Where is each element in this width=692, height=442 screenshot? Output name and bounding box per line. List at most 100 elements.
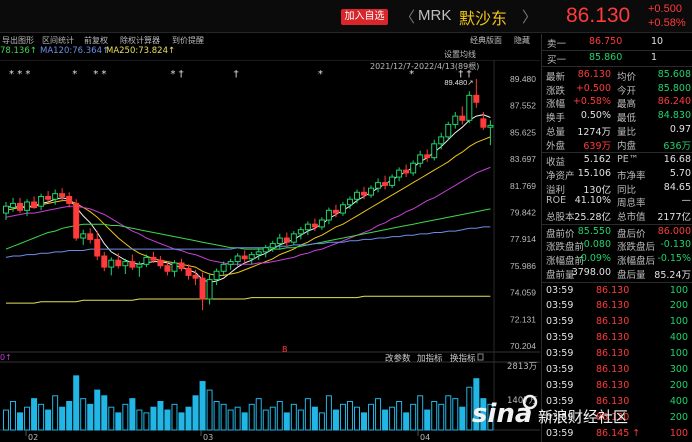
field-label: 涨跌盘前	[546, 242, 585, 254]
price-change-percent: +0.58%	[648, 17, 686, 29]
volume-bar	[45, 409, 52, 431]
quote-row: 最新 86.130 均价 85.608	[542, 69, 692, 83]
field-label: 涨跌	[546, 85, 566, 97]
candle-body	[17, 202, 24, 211]
export-chart-button[interactable]: 导出图形	[2, 36, 34, 45]
volume-axis: 2813万 1407万	[507, 362, 537, 406]
volume-bar	[290, 403, 297, 431]
quote-panel: 卖一 86.750 10 买一 85.860 1 最新 86.130 均价 85.60…	[541, 34, 692, 442]
indicator-button[interactable]: 改参数	[385, 353, 411, 364]
field-label: 市净率	[617, 170, 646, 182]
volume-bar	[164, 409, 171, 431]
volume-bar	[297, 409, 304, 431]
candle-body	[213, 270, 220, 281]
tick-price: 86.130	[596, 364, 630, 375]
candle-body	[143, 256, 150, 265]
volume-bar	[73, 375, 80, 431]
tick-price: 86.130	[596, 316, 630, 328]
volume-bar	[459, 406, 466, 431]
tick-volume: 100	[669, 348, 688, 360]
price-alert-button[interactable]: 到价提醒	[172, 36, 204, 45]
indicator-button[interactable]: 换指标	[450, 353, 476, 364]
kline-chart[interactable]: * * * * * * * † † * * † † 89.480 87.552 85.625 83.…	[0, 60, 541, 442]
event-marker: * *	[93, 69, 106, 80]
volume-bar	[241, 412, 248, 431]
event-marker: *	[409, 69, 414, 80]
field-value: 1274万	[577, 126, 611, 138]
candle-body	[318, 219, 325, 228]
field-label: 外盘	[546, 140, 566, 152]
candle-body	[255, 251, 262, 256]
volume-bar	[304, 398, 311, 431]
classic-layout-button[interactable]: 经典版面	[470, 36, 502, 45]
field-value: 85.608	[657, 69, 691, 80]
field-label: 总股本	[546, 212, 575, 223]
event-marker: * †	[170, 69, 183, 80]
candle-body	[241, 255, 248, 260]
volume-bar	[171, 403, 178, 431]
candle-body	[424, 154, 431, 159]
candle-body	[157, 259, 164, 267]
field-value: 130亿	[583, 184, 611, 196]
field-value: -0.09%	[577, 253, 611, 265]
indicator-button[interactable]: 加指标	[417, 353, 443, 364]
field-label: 盘后价	[617, 228, 646, 240]
tick-price: 86.130	[596, 379, 630, 391]
bid-level-1: 买一 85.860 1	[547, 52, 658, 66]
quote-row: 换手 0.50% 最低 84.830	[542, 110, 692, 125]
volume-bar	[487, 403, 494, 431]
candle-body	[445, 123, 452, 138]
candle-body	[94, 238, 101, 257]
candle-body	[52, 193, 59, 200]
hide-button[interactable]: 隐藏	[514, 36, 530, 45]
candle-body	[87, 233, 94, 240]
candle-body	[452, 115, 459, 125]
ex-rights-calculator-button[interactable]: 除权计算器	[120, 36, 160, 45]
forward-adjust-button[interactable]: 前复权	[84, 36, 108, 45]
candle-body	[129, 261, 136, 268]
tick-time: 03:59	[546, 284, 574, 296]
price-tick: 77.914	[510, 234, 536, 244]
trade-tick-row: 03:59 86.130 300	[542, 364, 692, 377]
field-value: 0.97	[669, 123, 691, 135]
candle-body	[269, 243, 276, 249]
field-label: 净资产	[546, 170, 575, 182]
candle-body	[199, 277, 206, 300]
prev-stock-arrow-icon[interactable]: 〈	[400, 8, 416, 26]
candle-body	[297, 229, 304, 235]
field-value: 5.70	[669, 167, 691, 179]
field-label: 量比	[617, 126, 637, 138]
ma120-value: MA120:76.364↑	[40, 46, 110, 56]
candle-body	[382, 182, 389, 186]
volume-bar	[220, 403, 227, 431]
add-to-watchlist-button[interactable]: 加入自选	[341, 9, 388, 25]
volume-bar	[59, 406, 66, 431]
fundamental-row: 净资产 15.106 市净率 5.70	[542, 167, 692, 182]
tick-time: 03:59	[546, 316, 574, 328]
tick-time: 03:59	[546, 411, 574, 423]
volume-bar	[206, 389, 213, 431]
time-tick-label: 03	[203, 433, 213, 442]
candle-body	[38, 195, 45, 207]
tick-time: 03:59	[546, 427, 574, 439]
ma-settings-button[interactable]: 设置均线	[444, 50, 476, 59]
field-label: 最低	[617, 113, 637, 125]
field-value: 639万	[583, 140, 611, 152]
candle-body	[389, 176, 396, 186]
range-stats-button[interactable]: 区间统计	[42, 36, 74, 45]
field-value: 85.24万	[654, 269, 691, 281]
field-value: 636万	[663, 140, 691, 152]
volume-bar	[431, 401, 438, 431]
tick-price: 86.130	[596, 348, 630, 360]
ma-line	[6, 295, 491, 304]
candle-body	[101, 255, 108, 268]
tick-time: 03:59	[546, 364, 574, 375]
fundamental-row: 溢利 130亿 同比 84.65	[542, 182, 692, 196]
volume-bar	[480, 398, 487, 431]
candle-body	[185, 267, 192, 276]
volume-bar	[248, 403, 255, 431]
next-stock-arrow-icon[interactable]: 〉	[522, 8, 538, 26]
candle-body	[73, 202, 80, 239]
field-label: ROE	[546, 195, 567, 207]
tick-volume: 400	[669, 395, 688, 407]
